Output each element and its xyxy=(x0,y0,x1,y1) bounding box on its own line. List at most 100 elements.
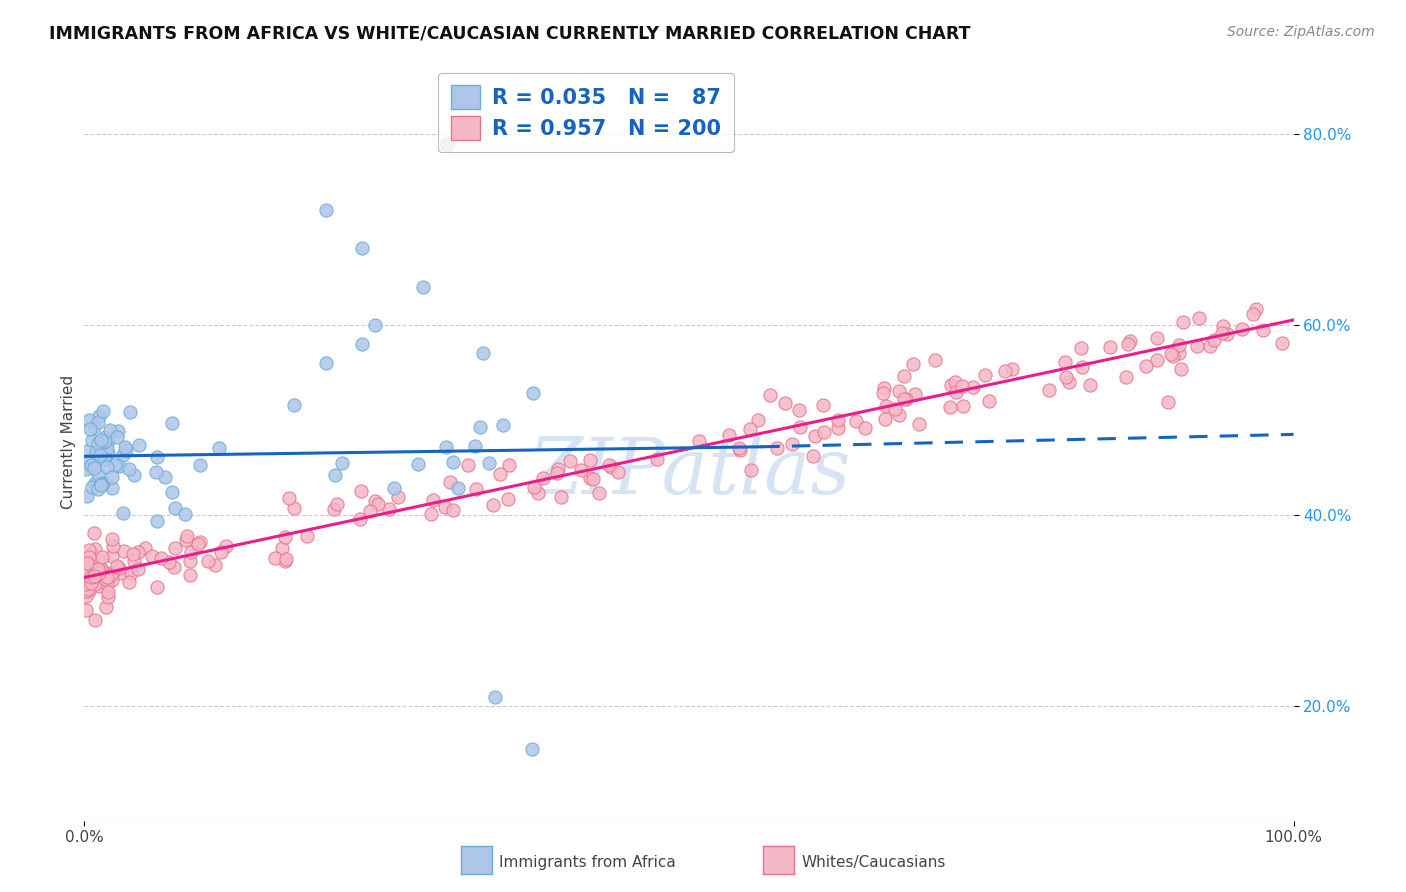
Point xyxy=(163,501,186,516)
Point xyxy=(827,421,849,435)
Point xyxy=(107,425,129,439)
Point xyxy=(82,563,104,577)
Point xyxy=(496,491,519,506)
Point xyxy=(811,398,834,412)
Point xyxy=(349,511,371,525)
Point xyxy=(527,486,550,500)
Point xyxy=(558,454,581,468)
Point xyxy=(115,443,138,458)
Point xyxy=(579,471,602,485)
Point xyxy=(197,554,219,568)
Point xyxy=(108,561,131,575)
Point xyxy=(77,542,100,557)
Point xyxy=(952,399,974,413)
Point xyxy=(179,554,201,568)
Point xyxy=(893,392,915,406)
Point xyxy=(422,493,444,508)
Point xyxy=(569,463,592,477)
Point xyxy=(204,558,226,573)
Point xyxy=(188,535,211,549)
Point xyxy=(283,501,305,516)
Point xyxy=(853,421,876,435)
Point xyxy=(87,435,110,450)
Point xyxy=(943,375,966,389)
Point xyxy=(75,564,97,578)
Point xyxy=(79,576,101,591)
Point xyxy=(1038,383,1060,397)
Point xyxy=(550,490,572,504)
Point xyxy=(90,477,112,491)
Point xyxy=(84,568,107,582)
Point xyxy=(531,471,554,485)
Point xyxy=(122,547,145,561)
Point xyxy=(97,446,120,460)
Point xyxy=(1212,319,1234,334)
Point xyxy=(110,566,132,580)
Point xyxy=(80,570,103,584)
Point xyxy=(75,577,97,591)
Point xyxy=(146,450,169,465)
Point xyxy=(436,136,458,151)
Point xyxy=(688,434,710,449)
Point xyxy=(813,425,835,440)
Point xyxy=(89,566,111,581)
Point xyxy=(134,541,156,555)
Point xyxy=(1115,370,1137,384)
Point xyxy=(84,577,107,591)
Point xyxy=(827,412,849,426)
Point xyxy=(79,583,101,598)
Point xyxy=(79,422,101,436)
Point xyxy=(350,483,373,498)
Point xyxy=(1271,336,1294,351)
Point xyxy=(441,455,464,469)
Point xyxy=(105,558,128,573)
Point xyxy=(75,583,97,598)
Point xyxy=(323,468,346,483)
Point xyxy=(120,405,142,419)
Point xyxy=(492,418,515,433)
Point xyxy=(101,539,124,553)
Point xyxy=(94,572,117,586)
Point xyxy=(160,416,183,430)
Text: Whites/Caucasians: Whites/Caucasians xyxy=(801,855,946,870)
Point xyxy=(179,568,201,582)
Point xyxy=(209,545,232,559)
Point xyxy=(146,580,169,594)
Point xyxy=(887,384,910,398)
Point xyxy=(160,484,183,499)
Point xyxy=(146,514,169,528)
Point xyxy=(1163,349,1185,363)
Point xyxy=(270,541,292,555)
Point xyxy=(278,491,301,505)
Point xyxy=(367,497,389,511)
Point xyxy=(647,452,669,467)
Point xyxy=(84,562,107,576)
Point xyxy=(447,481,470,495)
Point xyxy=(717,428,740,442)
Point xyxy=(759,388,782,402)
Point xyxy=(76,557,98,571)
Point xyxy=(893,368,915,383)
Point xyxy=(80,480,103,494)
Point xyxy=(412,279,434,293)
Point xyxy=(118,574,141,589)
Point xyxy=(128,438,150,452)
Point xyxy=(546,466,568,480)
Point xyxy=(950,379,973,393)
Point xyxy=(489,467,512,482)
Point xyxy=(1241,307,1264,321)
Point xyxy=(263,551,285,566)
Point xyxy=(274,530,297,544)
Point xyxy=(406,457,429,471)
Point xyxy=(117,462,139,476)
Point xyxy=(419,507,441,521)
Point xyxy=(79,552,101,566)
Point xyxy=(120,566,142,580)
Point xyxy=(994,363,1017,377)
Point xyxy=(884,402,907,417)
Point xyxy=(87,409,110,424)
Point xyxy=(582,472,605,486)
Point xyxy=(845,414,868,428)
Point xyxy=(1099,340,1122,354)
Point xyxy=(924,352,946,367)
